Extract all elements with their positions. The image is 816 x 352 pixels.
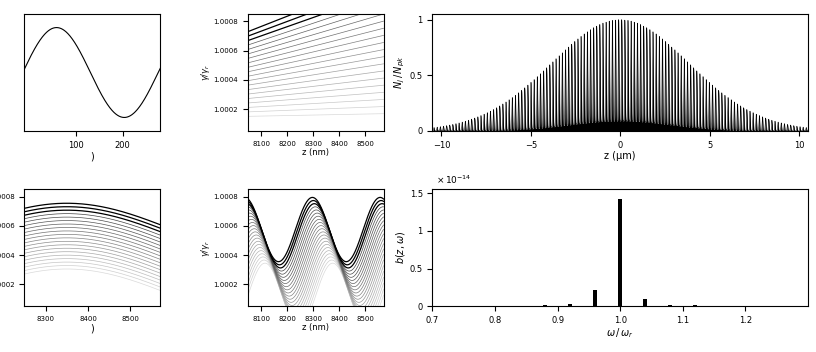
Y-axis label: $\gamma/\gamma_r$: $\gamma/\gamma_r$ — [199, 239, 212, 257]
Bar — [619, 199, 622, 306]
X-axis label: z (nm): z (nm) — [302, 323, 330, 332]
Bar — [543, 305, 547, 306]
X-axis label: z (μm): z (μm) — [605, 151, 636, 161]
Y-axis label: $N_j\,/\,N_{pk}$: $N_j\,/\,N_{pk}$ — [392, 56, 407, 89]
X-axis label: ): ) — [91, 323, 94, 333]
Y-axis label: $b(z,\omega)$: $b(z,\omega)$ — [394, 231, 407, 264]
X-axis label: ): ) — [91, 151, 94, 161]
X-axis label: $\omega\,/\,\omega_r$: $\omega\,/\,\omega_r$ — [606, 326, 634, 340]
X-axis label: z (nm): z (nm) — [302, 148, 330, 157]
Bar — [568, 304, 572, 306]
Y-axis label: $\gamma/\gamma_r$: $\gamma/\gamma_r$ — [199, 64, 212, 81]
Bar — [668, 305, 672, 306]
Bar — [593, 290, 597, 306]
Text: $\times\,10^{-14}$: $\times\,10^{-14}$ — [437, 174, 472, 186]
Bar — [643, 300, 647, 306]
